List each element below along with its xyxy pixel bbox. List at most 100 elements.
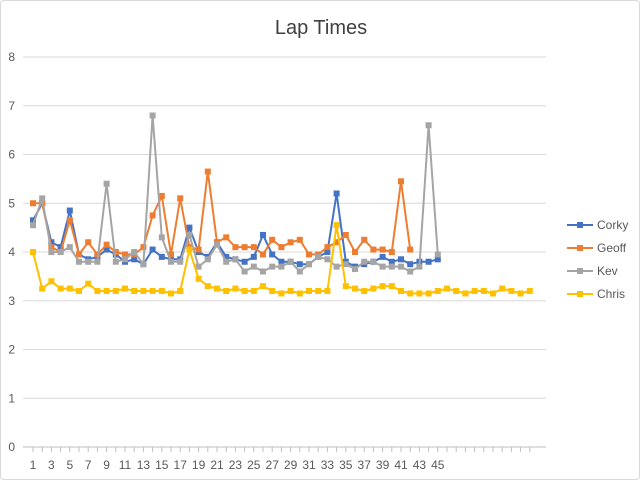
data-point [66, 244, 73, 251]
data-point [499, 285, 506, 292]
data-point [122, 256, 128, 263]
data-point [324, 244, 331, 251]
data-point [398, 263, 404, 270]
data-point [370, 258, 377, 265]
data-point [296, 268, 303, 275]
data-point [287, 239, 294, 246]
data-point [287, 288, 294, 294]
data-point [241, 258, 248, 265]
data-point [223, 258, 230, 265]
data-point [388, 263, 395, 270]
data-point [103, 180, 110, 187]
data-point [361, 288, 368, 294]
x-tick-label: 31 [302, 458, 316, 472]
data-point [379, 263, 386, 270]
data-point [204, 256, 211, 263]
data-point [250, 244, 257, 251]
data-point [379, 283, 386, 290]
data-point [232, 256, 239, 263]
data-point [462, 290, 469, 297]
x-tick-label: 9 [103, 458, 110, 472]
data-point [131, 288, 138, 294]
data-point [517, 290, 524, 297]
y-tick-label: 6 [8, 148, 15, 162]
series-geoff [30, 168, 414, 258]
data-point [370, 246, 377, 253]
data-point [149, 246, 156, 253]
data-point [416, 263, 423, 270]
data-point [260, 283, 266, 290]
data-point [131, 256, 138, 263]
data-point [296, 236, 303, 243]
data-point [94, 258, 101, 265]
x-tick-label: 45 [431, 458, 445, 472]
x-tick-label: 7 [85, 458, 92, 472]
data-point [333, 239, 340, 246]
data-point [480, 288, 487, 294]
data-point [168, 251, 174, 258]
data-point [306, 261, 312, 268]
y-tick-label: 3 [8, 294, 15, 308]
data-point [278, 258, 285, 265]
data-point [333, 263, 340, 270]
data-point [306, 251, 312, 258]
data-point [158, 288, 165, 294]
data-point [315, 253, 322, 260]
data-point [112, 288, 119, 294]
data-point [444, 285, 450, 292]
x-tick-label: 35 [339, 458, 353, 472]
data-point [361, 236, 368, 243]
data-point [296, 261, 303, 268]
data-point [94, 288, 101, 294]
data-point [112, 249, 119, 255]
data-point [204, 283, 211, 290]
data-point [250, 253, 257, 260]
data-point [131, 249, 138, 255]
data-point [30, 249, 36, 255]
series-layer [30, 112, 533, 297]
data-point [490, 290, 496, 297]
legend-item: Chris [567, 287, 625, 301]
data-point [232, 285, 239, 292]
data-point [149, 288, 156, 294]
data-point [223, 253, 230, 260]
data-point [379, 253, 386, 260]
data-point [158, 234, 165, 241]
x-tick-label: 29 [284, 458, 298, 472]
data-point [250, 263, 257, 270]
legend-swatch-marker [577, 291, 583, 297]
x-tick-label: 23 [229, 458, 243, 472]
x-tick-label: 41 [394, 458, 408, 472]
data-point [186, 246, 193, 253]
x-tick-label: 27 [266, 458, 280, 472]
data-point [388, 283, 395, 290]
data-point [434, 251, 441, 258]
data-point [434, 288, 441, 294]
data-point [214, 285, 220, 292]
data-point [241, 288, 248, 294]
data-point [204, 168, 211, 175]
data-point [425, 258, 432, 265]
y-tick-label: 5 [8, 196, 15, 210]
data-point [30, 217, 36, 224]
data-point [140, 288, 147, 294]
data-point [177, 288, 184, 294]
data-point [425, 290, 432, 297]
legend-label: Geoff [597, 241, 627, 255]
data-point [407, 268, 414, 275]
data-point [76, 288, 82, 294]
series-line [32, 192, 439, 268]
data-point [361, 258, 368, 265]
data-point [407, 261, 414, 268]
x-tick-label: 15 [155, 458, 169, 472]
legend-label: Chris [597, 287, 625, 301]
data-point [425, 122, 432, 129]
data-point [57, 249, 64, 255]
data-point [195, 246, 202, 253]
chart-title: Lap Times [275, 17, 367, 39]
data-point [241, 268, 248, 275]
data-point [57, 285, 64, 292]
data-point [407, 290, 414, 297]
y-tick-label: 2 [8, 343, 15, 357]
x-tick-label: 25 [247, 458, 261, 472]
